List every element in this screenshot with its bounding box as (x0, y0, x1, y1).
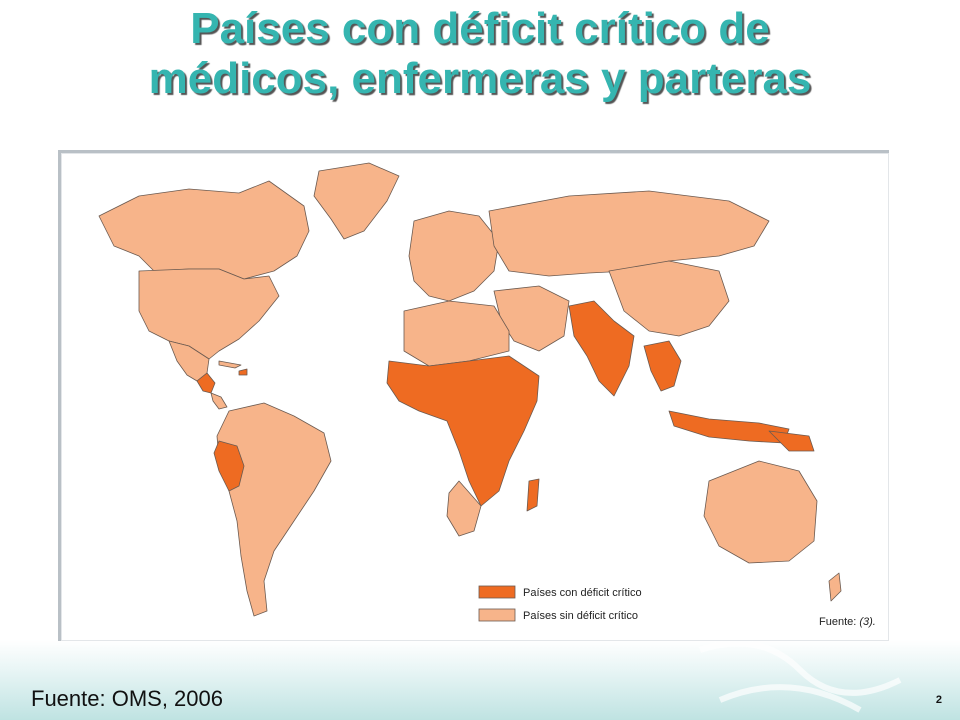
slide-title-line2: médicos, enfermeras y parteras (148, 54, 812, 103)
map-source-prefix: Fuente: (819, 616, 859, 628)
map-source-note: Fuente: (3). (819, 616, 876, 628)
new-zealand (828, 572, 842, 602)
peru (213, 440, 245, 492)
page-number: 2 (935, 694, 942, 706)
slide-title: Países con déficit crítico de médicos, e… (0, 4, 960, 104)
southern-africa (446, 480, 482, 537)
slide-title-line1: Países con déficit crítico de (190, 4, 770, 53)
central-america (210, 392, 228, 410)
map-frame: Países con déficit crítico Países sin dé… (58, 150, 889, 641)
madagascar (526, 478, 540, 512)
legend-label-noncritical: Países sin déficit crítico (523, 610, 638, 622)
usa (138, 268, 280, 360)
world-map-svg: Países con déficit crítico Países sin dé… (98, 162, 876, 628)
indonesia-critical (668, 410, 790, 444)
haiti (238, 368, 248, 376)
south-asia-critical (568, 300, 635, 397)
europe (408, 210, 500, 302)
legend-swatch-noncritical (478, 608, 516, 622)
north-america-north (98, 180, 310, 280)
sub-saharan-africa-critical (386, 355, 540, 507)
southeast-asia-critical (643, 340, 682, 392)
decorative-watermark (699, 640, 902, 713)
legend-swatch-critical (478, 585, 516, 599)
north-africa (403, 300, 510, 367)
australia (703, 460, 818, 564)
map-legend: Países con déficit crítico Países sin dé… (478, 585, 642, 622)
cuba (218, 360, 242, 369)
central-america-critical (196, 372, 216, 394)
decorative-band (0, 640, 960, 720)
world-map: Países con déficit crítico Países sin dé… (69, 161, 881, 639)
legend-label-critical: Países con déficit crítico (523, 587, 642, 599)
south-america (216, 402, 332, 617)
greenland (313, 162, 400, 240)
russia (488, 190, 770, 277)
papua-new-guinea (768, 430, 815, 452)
map-source-ref: (3). (859, 616, 876, 628)
china (608, 260, 730, 337)
slide-source: Fuente: OMS, 2006 (31, 686, 223, 711)
